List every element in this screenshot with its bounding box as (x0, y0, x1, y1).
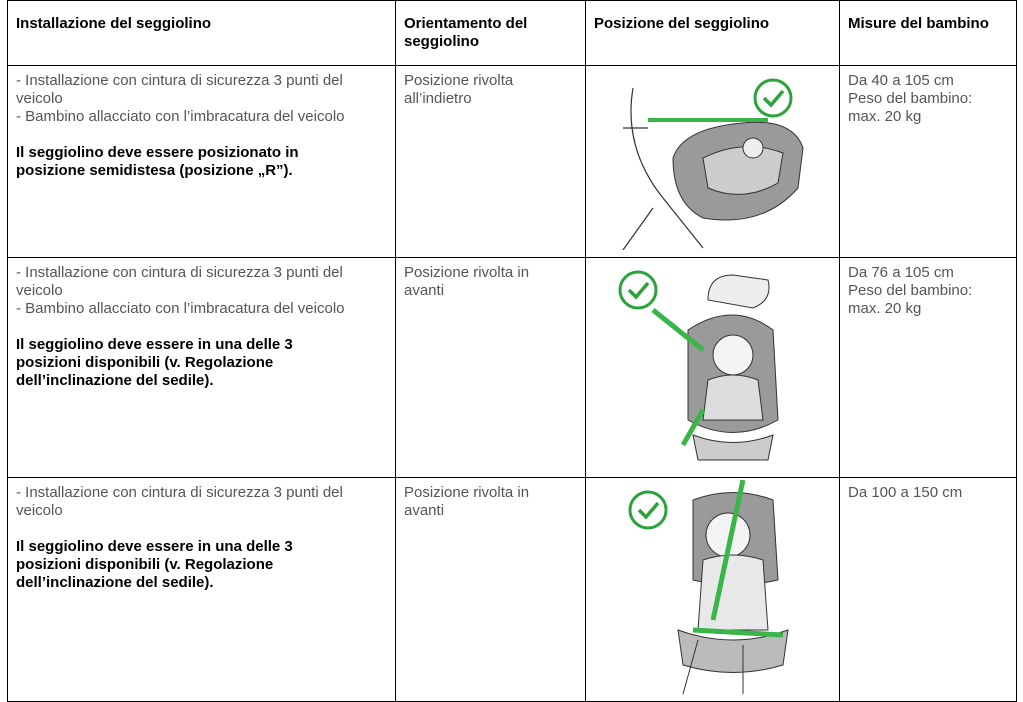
installation-cell: - Installazione con cintura di sicurezza… (7, 477, 396, 702)
size-line: Da 40 a 105 cm (848, 72, 954, 89)
row: - Installazione con cintura di sicurezza… (7, 65, 1017, 258)
installation-cell: - Installazione con cintura di sicurezza… (7, 257, 396, 478)
installation-line: - Installazione con cintura di sicurezza… (16, 264, 343, 299)
orientation: Posizione rivolta in avanti (404, 484, 530, 519)
size-line: Da 76 a 105 cm (848, 264, 954, 281)
row: - Installazione con cintura di sicurezza… (7, 477, 1017, 702)
header-cell: Misure del bambino (839, 0, 1017, 66)
installation-line: - Installazione con cintura di sicurezza… (16, 484, 343, 519)
note: Il seggiolino deve essere posizionato in… (16, 144, 299, 179)
header-cell: Posizione del seggiolino (585, 0, 840, 66)
size-cell: Da 76 a 105 cm Peso del bambino: max. 20… (839, 257, 1017, 478)
orientation-cell: Posizione rivolta in avanti (395, 257, 586, 478)
picture-cell (585, 65, 840, 258)
picture-cell (585, 477, 840, 702)
installation-line: - Bambino allacciato con l’imbracatura d… (16, 108, 345, 125)
size-cell: Da 40 a 105 cm Peso del bambino: max. 20… (839, 65, 1017, 258)
orientation: Posizione rivolta all’indietro (404, 72, 514, 107)
header-cell: Orientamento del seggiolino (395, 0, 586, 66)
installation-line: - Installazione con cintura di sicurezza… (16, 72, 343, 107)
size-line: Da 100 a 150 cm (848, 484, 963, 501)
note: Il seggiolino deve essere in una delle 3… (16, 538, 293, 591)
booster-illustration (628, 479, 789, 695)
header-text: Orientamento del seggiolino (404, 15, 528, 50)
size-cell: Da 100 a 150 cm (839, 477, 1017, 702)
orientation: Posizione rivolta in avanti (404, 264, 530, 299)
orientation-cell: Posizione rivolta all’indietro (395, 65, 586, 258)
forward-facing-illustration (618, 270, 779, 461)
installation-line: - Bambino allacciato con l’imbracatura d… (16, 300, 345, 317)
row: - Installazione con cintura di sicurezza… (7, 257, 1017, 478)
size-line: Peso del bambino: max. 20 kg (848, 90, 973, 125)
orientation-cell: Posizione rivolta in avanti (395, 477, 586, 702)
installation-cell: - Installazione con cintura di sicurezza… (7, 65, 396, 258)
rear-facing-illustration (622, 78, 804, 251)
note: Il seggiolino deve essere in una delle 3… (16, 336, 293, 389)
picture-cell (585, 257, 840, 478)
header-cell: Installazione del seggiolino (7, 0, 396, 66)
header-row: Installazione del seggiolino Orientament… (7, 0, 1017, 66)
seat-table: Installazione del seggiolino Orientament… (7, 0, 1017, 702)
size-line: Peso del bambino: max. 20 kg (848, 282, 973, 317)
